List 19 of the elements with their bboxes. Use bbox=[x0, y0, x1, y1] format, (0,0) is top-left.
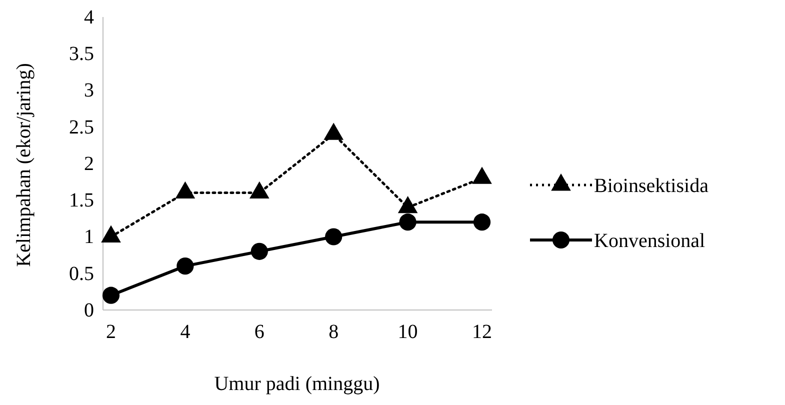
y-axis-title: Kelimpahan (ekor/jaring) bbox=[13, 63, 35, 267]
y-tick-label: 2 bbox=[84, 152, 94, 175]
x-tick-label: 12 bbox=[472, 321, 492, 344]
x-tick-label: 4 bbox=[180, 321, 190, 344]
x-tick-label: 2 bbox=[106, 321, 116, 344]
y-tick-label: 0.5 bbox=[69, 262, 94, 285]
x-tick-label: 8 bbox=[328, 321, 339, 344]
x-axis-title: Umur padi (minggu) bbox=[214, 373, 380, 395]
legend-label: Konvensional bbox=[594, 230, 706, 252]
legend-label: Bioinsektisida bbox=[594, 175, 709, 197]
y-tick-label: 4 bbox=[84, 6, 94, 28]
y-tick-label: 2.5 bbox=[69, 116, 94, 138]
y-tick-label: 3.5 bbox=[69, 43, 94, 66]
y-tick-label: 0 bbox=[84, 299, 94, 322]
x-tick-label: 6 bbox=[254, 321, 264, 344]
y-tick-label: 3 bbox=[84, 80, 94, 102]
x-tick-label: 10 bbox=[398, 321, 418, 344]
y-tick-label: 1 bbox=[84, 226, 94, 248]
y-tick-label: 1.5 bbox=[69, 190, 94, 212]
